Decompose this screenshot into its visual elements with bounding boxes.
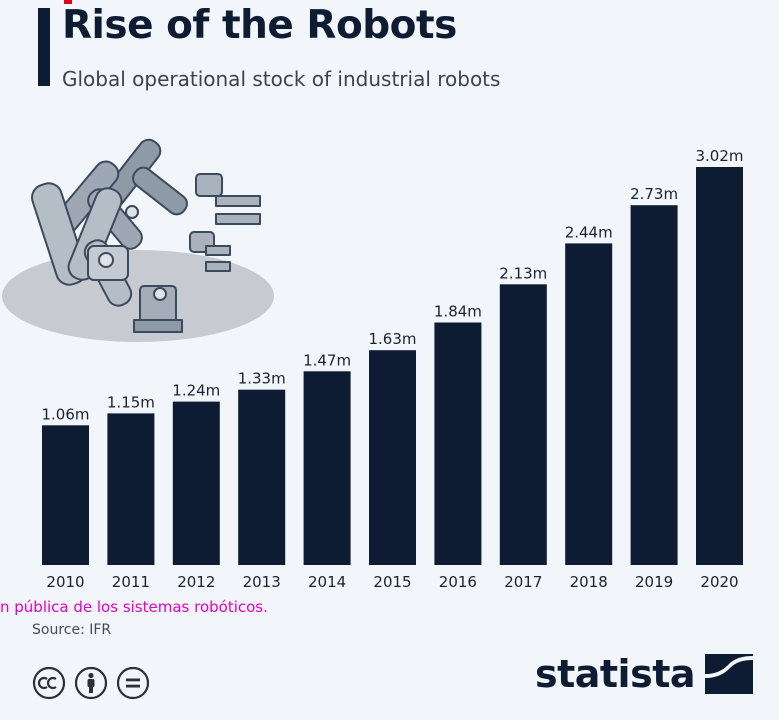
bar-2010 (42, 425, 89, 565)
bar-value-label: 2.44m (565, 223, 613, 241)
x-tick-label: 2013 (243, 573, 281, 591)
bar-value-label: 1.24m (172, 382, 220, 400)
bar-2012 (172, 401, 220, 565)
robot-arms-illustration (2, 138, 274, 342)
x-tick-label: 2019 (635, 573, 673, 591)
no-derivatives-icon[interactable] (116, 666, 150, 700)
bar-2014 (303, 371, 351, 565)
title-accent-bar (38, 8, 50, 86)
attribution-icon[interactable] (74, 666, 108, 700)
bar-value-label: 3.02m (695, 147, 743, 165)
bar-value-label: 1.15m (107, 393, 155, 411)
brand: statista (535, 650, 753, 698)
license-icons (32, 666, 150, 700)
x-tick-label: 2015 (373, 573, 411, 591)
x-tick-label: 2014 (308, 573, 346, 591)
bar-2013 (238, 389, 286, 565)
x-tick-label: 2012 (177, 573, 215, 591)
cc-icon[interactable] (32, 666, 66, 700)
x-tick-label: 2016 (439, 573, 477, 591)
bar-2015 (369, 350, 416, 565)
x-tick-label: 2018 (570, 573, 608, 591)
bar-value-label: 1.47m (303, 351, 351, 369)
bar-2019 (630, 205, 678, 565)
page-subtitle: Global operational stock of industrial r… (62, 67, 501, 91)
bar-2020 (696, 167, 743, 565)
bar-value-label: 1.33m (238, 370, 286, 388)
bar-2011 (107, 413, 155, 565)
bar-value-label: 1.06m (41, 405, 89, 423)
bar-2017 (499, 284, 547, 565)
x-tick-label: 2017 (504, 573, 542, 591)
overlay-caption: n pública de los sistemas robóticos. (0, 598, 268, 616)
bar-value-label: 1.63m (368, 330, 416, 348)
bar-value-label: 2.73m (630, 185, 678, 203)
bar-2018 (565, 243, 613, 565)
x-tick-label: 2011 (112, 573, 150, 591)
page-title: Rise of the Robots (62, 3, 457, 48)
x-tick-label: 2010 (46, 573, 84, 591)
x-tick-label: 2020 (700, 573, 738, 591)
red-accent-mark (64, 0, 72, 4)
statista-logo-icon (705, 654, 753, 694)
bar-value-label: 1.84m (434, 303, 482, 321)
bar-value-label: 2.13m (499, 264, 547, 282)
bar-2016 (434, 322, 482, 565)
source-note: Source: IFR (32, 622, 112, 638)
brand-name: statista (534, 652, 696, 696)
